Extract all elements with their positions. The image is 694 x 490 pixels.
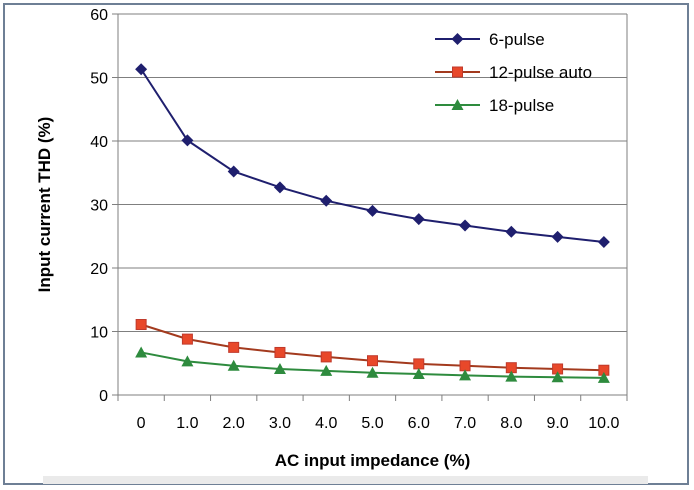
data-point bbox=[273, 181, 286, 194]
legend: 6-pulse 12-pulse auto 18-pulse bbox=[435, 30, 592, 115]
data-point bbox=[366, 366, 379, 378]
x-tick-label: 8.0 bbox=[500, 415, 522, 432]
x-tick-label: 7.0 bbox=[454, 415, 476, 432]
data-point bbox=[320, 351, 332, 363]
data-point bbox=[135, 319, 147, 331]
x-tick-label: 10.0 bbox=[588, 415, 619, 432]
data-point bbox=[320, 194, 333, 207]
legend-marker bbox=[451, 99, 464, 110]
data-point bbox=[227, 165, 240, 178]
bottom-strip bbox=[43, 476, 648, 484]
data-point bbox=[551, 371, 564, 383]
x-tick-labels: 0 1.0 2.0 3.0 4.0 5.0 6.0 7.0 8.0 9.0 10.0 bbox=[137, 415, 620, 432]
data-point bbox=[135, 63, 148, 76]
data-point bbox=[367, 355, 378, 367]
x-tick-label: 3.0 bbox=[269, 415, 291, 432]
grid-lines bbox=[118, 13, 627, 332]
data-point bbox=[459, 369, 472, 381]
data-point bbox=[412, 368, 425, 380]
figure-frame bbox=[3, 3, 689, 485]
legend-marker bbox=[451, 33, 464, 45]
y-axis-title: Input current THD (%) bbox=[35, 117, 54, 293]
data-point bbox=[273, 362, 286, 374]
y-tick-label: 40 bbox=[90, 134, 108, 151]
series-12-pulse-auto bbox=[135, 319, 610, 376]
data-point bbox=[228, 341, 240, 353]
y-tick-label: 0 bbox=[99, 388, 108, 405]
data-point bbox=[551, 230, 564, 243]
y-tick-label: 50 bbox=[90, 71, 108, 88]
y-tick-label: 20 bbox=[90, 261, 108, 278]
x-tick-label: 1.0 bbox=[176, 415, 198, 432]
y-tick-labels: 0 10 20 30 40 50 60 bbox=[90, 7, 108, 405]
x-tick-label: 4.0 bbox=[315, 415, 337, 432]
series-18-pulse bbox=[135, 346, 610, 383]
data-point bbox=[181, 134, 194, 147]
data-point bbox=[505, 370, 518, 382]
y-tick-label: 10 bbox=[90, 325, 108, 342]
legend-label: 18-pulse bbox=[489, 96, 554, 115]
data-point bbox=[320, 364, 333, 376]
data-point bbox=[597, 371, 610, 383]
data-point bbox=[412, 213, 425, 226]
legend-marker bbox=[452, 66, 463, 78]
legend-label: 12-pulse auto bbox=[489, 63, 592, 82]
data-point bbox=[597, 235, 610, 248]
data-point bbox=[505, 225, 518, 238]
x-tick-label: 0 bbox=[137, 415, 146, 432]
data-point bbox=[274, 346, 286, 358]
data-point bbox=[135, 346, 148, 358]
x-axis-title: AC input impedance (%) bbox=[275, 451, 471, 470]
x-tick-label: 5.0 bbox=[361, 415, 383, 432]
series-6-pulse bbox=[135, 63, 610, 248]
data-point bbox=[227, 359, 240, 371]
data-point bbox=[366, 204, 379, 217]
legend-label: 6-pulse bbox=[489, 30, 545, 49]
data-point bbox=[181, 333, 193, 345]
y-tick-label: 60 bbox=[90, 7, 108, 24]
axes bbox=[112, 13, 628, 401]
series-group bbox=[135, 63, 610, 383]
data-point bbox=[459, 219, 472, 232]
x-tick-label: 6.0 bbox=[408, 415, 430, 432]
data-point bbox=[459, 360, 471, 372]
data-point bbox=[181, 355, 194, 367]
x-tick-label: 9.0 bbox=[546, 415, 568, 432]
data-point bbox=[413, 358, 425, 370]
x-tick-label: 2.0 bbox=[223, 415, 245, 432]
y-tick-label: 30 bbox=[90, 198, 108, 215]
